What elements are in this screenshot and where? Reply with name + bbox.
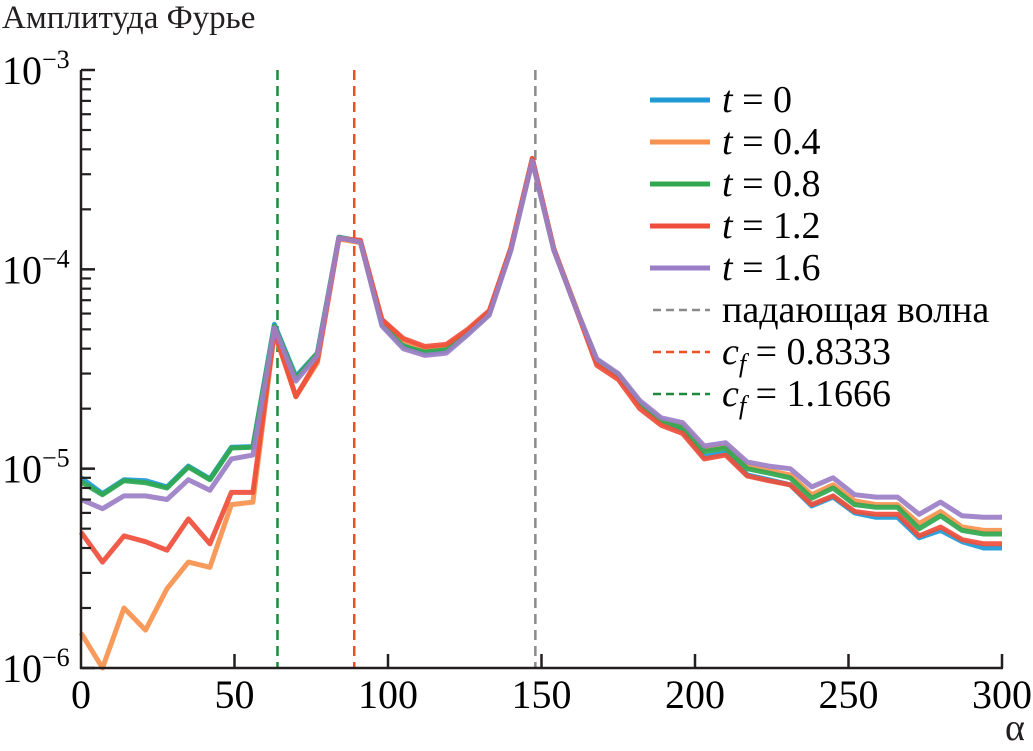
- legend-item: t = 0: [650, 79, 792, 121]
- legend-label: cf = 1.1666: [722, 373, 891, 420]
- legend-item: t = 1.6: [650, 247, 821, 289]
- x-tick-label: 300: [972, 672, 1032, 717]
- legend-item: cf = 0.8333: [653, 331, 891, 378]
- legend-label: t = 1.6: [722, 247, 821, 289]
- legend-item: t = 1.2: [650, 205, 821, 247]
- y-tick-label: 10−5: [2, 444, 70, 492]
- legend-label: t = 0: [722, 79, 792, 121]
- y-tick-label: 10−4: [2, 244, 70, 292]
- x-tick-label: 200: [665, 672, 725, 717]
- y-axis-title: Амплитуда Фурье: [2, 0, 256, 36]
- y-tick-label: 10−3: [2, 45, 70, 93]
- x-axis-title: α: [1005, 707, 1025, 749]
- legend-item: cf = 1.1666: [653, 373, 891, 420]
- legend-item: t = 0.8: [650, 163, 821, 205]
- x-tick-label: 100: [358, 672, 418, 717]
- legend-label: падающая волна: [722, 289, 989, 331]
- legend-label: t = 1.2: [722, 205, 821, 247]
- x-tick-label: 50: [215, 672, 255, 717]
- legend-item: падающая волна: [653, 289, 989, 331]
- y-tick-label: 10−6: [2, 643, 70, 691]
- legend-item: t = 0.4: [650, 121, 821, 163]
- legend-label: t = 0.8: [722, 163, 821, 205]
- x-tick-label: 0: [71, 672, 91, 717]
- legend-label: cf = 0.8333: [722, 331, 891, 378]
- legend-label: t = 0.4: [722, 121, 821, 163]
- x-tick-label: 250: [819, 672, 879, 717]
- x-tick-label: 150: [512, 672, 572, 717]
- series-line: [80, 158, 1002, 520]
